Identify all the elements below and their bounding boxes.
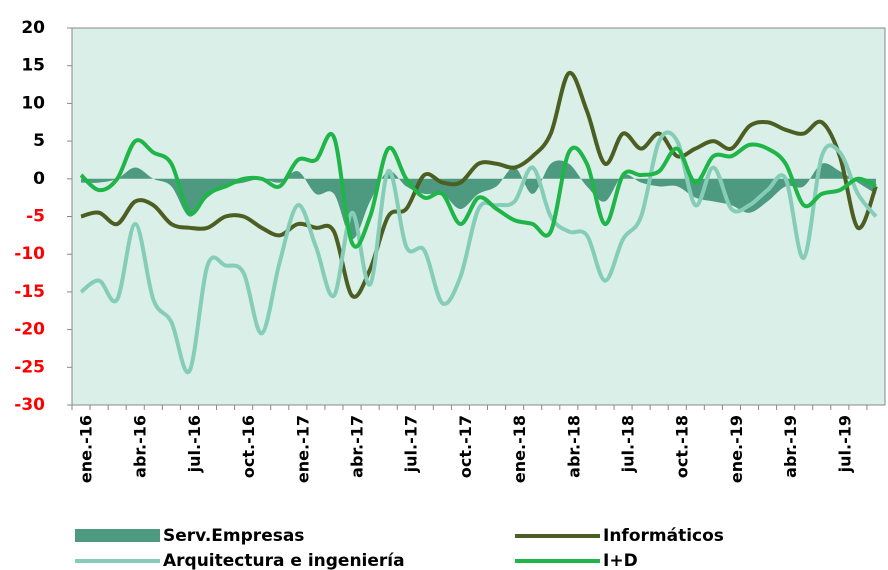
x-tick-label: abr.-19 — [781, 415, 800, 478]
x-tick-label: abr.-18 — [564, 415, 583, 478]
y-tick-label: 20 — [21, 18, 45, 38]
x-tick-label: ene.-19 — [727, 415, 746, 483]
y-tick-label: -30 — [14, 395, 45, 415]
y-tick-label: 10 — [21, 93, 45, 113]
line — [79, 130, 878, 375]
x-tick-label: oct.-16 — [239, 415, 258, 478]
legend-label: Informáticos — [603, 526, 724, 546]
line — [79, 132, 877, 249]
plot-area — [71, 27, 886, 406]
legend-label: Serv.Empresas — [163, 526, 304, 546]
x-tick-label: jul.-18 — [619, 415, 638, 473]
x-tick-label: jul.-19 — [835, 415, 854, 473]
x-tick-label: abr.-16 — [131, 415, 150, 478]
legend-label: Arquitectura e ingeniería — [163, 551, 405, 570]
x-tick-label: abr.-17 — [348, 415, 367, 478]
x-tick-label: ene.-18 — [510, 415, 529, 483]
legend-label: I+D — [603, 551, 638, 570]
x-tick-label: ene.-17 — [293, 415, 312, 483]
y-tick-label: 15 — [21, 56, 45, 76]
x-tick-label: jul.-16 — [185, 415, 204, 473]
y-tick-label: 5 — [33, 131, 45, 151]
y-tick-label: 0 — [33, 169, 45, 189]
x-tick-label: oct.-18 — [673, 415, 692, 478]
y-tick-label: -20 — [14, 320, 45, 340]
y-tick-label: -15 — [14, 282, 45, 302]
area — [81, 160, 876, 240]
y-tick-label: -10 — [14, 244, 45, 264]
line — [80, 71, 878, 299]
x-tick-label: jul.-17 — [402, 415, 421, 473]
y-tick-label: -25 — [14, 357, 45, 377]
x-tick-label: ene.-16 — [77, 415, 96, 483]
legend-swatch — [75, 529, 160, 542]
y-tick-label: -5 — [26, 207, 45, 227]
x-tick-label: oct.-17 — [456, 415, 475, 478]
